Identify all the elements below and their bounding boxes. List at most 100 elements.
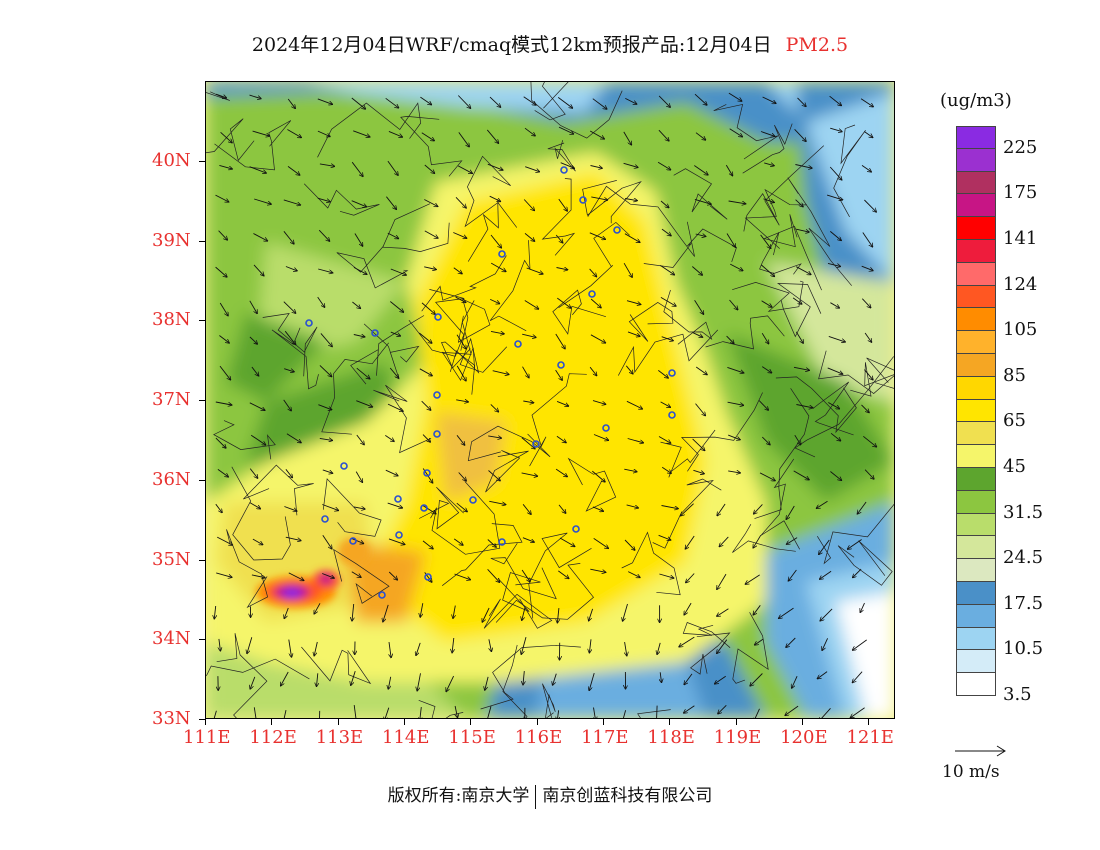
wind-vector bbox=[251, 366, 259, 376]
wind-vector bbox=[453, 538, 463, 545]
wind-vector bbox=[556, 268, 568, 270]
wind-vector bbox=[717, 573, 727, 589]
wind-vector bbox=[253, 233, 267, 241]
wind-vector bbox=[558, 570, 568, 579]
wind-vector bbox=[593, 538, 609, 548]
wind-vector bbox=[356, 367, 370, 379]
wind-vector bbox=[455, 196, 466, 208]
wind-vector bbox=[219, 365, 231, 380]
wind-vector bbox=[684, 705, 695, 713]
colorbar-swatch bbox=[956, 171, 996, 195]
wind-vector bbox=[455, 296, 466, 302]
wind-vector bbox=[693, 469, 704, 473]
wind-vector bbox=[446, 675, 455, 691]
wind-vectors bbox=[213, 92, 877, 718]
wind-vector bbox=[829, 95, 842, 105]
city-marker bbox=[557, 361, 565, 369]
wind-vector bbox=[285, 469, 292, 477]
wind-vector bbox=[793, 366, 809, 370]
wind-vector bbox=[353, 507, 365, 509]
wind-vector bbox=[318, 268, 332, 273]
wind-vector bbox=[658, 534, 671, 540]
wind-vector bbox=[764, 162, 774, 166]
wind-vector bbox=[420, 603, 424, 617]
latitude-label: 33N bbox=[152, 708, 191, 729]
boundary-line bbox=[760, 458, 801, 550]
boundary-line bbox=[776, 283, 822, 338]
wind-vector bbox=[387, 160, 398, 175]
longitude-tick bbox=[536, 719, 538, 725]
boundary-line bbox=[216, 633, 268, 718]
wind-vector bbox=[417, 673, 421, 690]
wind-vector bbox=[695, 234, 706, 236]
wind-vector bbox=[594, 707, 596, 718]
wind-vector bbox=[761, 332, 768, 344]
wind-vector bbox=[864, 369, 873, 380]
pollutant-label: PM2.5 bbox=[785, 34, 849, 56]
wind-vector bbox=[818, 671, 828, 679]
wind-vector bbox=[490, 262, 506, 271]
wind-vector bbox=[725, 164, 732, 176]
boundary-line bbox=[759, 232, 802, 275]
wind-vector bbox=[589, 232, 606, 240]
wind-vector bbox=[424, 199, 437, 207]
boundary-line bbox=[587, 185, 695, 257]
wind-vector bbox=[219, 302, 228, 316]
wind-vector bbox=[322, 535, 332, 549]
boundary-line bbox=[542, 683, 556, 718]
boundary-line bbox=[534, 82, 569, 121]
colorbar-label: 105 bbox=[1003, 319, 1038, 341]
boundary-line bbox=[226, 529, 269, 609]
wind-vector bbox=[728, 200, 746, 204]
wind-vector bbox=[283, 399, 292, 411]
wind-vector bbox=[754, 504, 763, 513]
longitude-tick bbox=[669, 719, 671, 725]
wind-vector bbox=[389, 367, 398, 378]
wind-vector bbox=[351, 200, 367, 207]
boundary-line bbox=[713, 103, 779, 160]
wind-vector bbox=[753, 605, 761, 615]
wind-vector bbox=[419, 332, 432, 343]
wind-vector bbox=[589, 366, 597, 375]
city-marker bbox=[420, 504, 428, 512]
boundary-line bbox=[301, 646, 372, 685]
wind-vector bbox=[592, 470, 605, 482]
wind-vector bbox=[453, 605, 455, 619]
wind-vector bbox=[525, 166, 539, 172]
wind-vector bbox=[454, 573, 471, 580]
wind-vector bbox=[351, 537, 363, 543]
wind-vector bbox=[718, 704, 727, 713]
wind-vector bbox=[625, 199, 637, 201]
boundary-line bbox=[441, 523, 523, 586]
wind-vector bbox=[686, 573, 695, 583]
admin-boundaries bbox=[206, 82, 894, 718]
wind-vector bbox=[761, 264, 774, 276]
wind-vector bbox=[526, 267, 543, 274]
boundary-line bbox=[528, 532, 592, 619]
wind-vector bbox=[524, 233, 535, 241]
colorbar-label: 124 bbox=[1003, 273, 1038, 295]
wind-vector bbox=[281, 671, 289, 686]
wind-vector bbox=[456, 435, 465, 445]
wind-vector bbox=[848, 539, 862, 550]
boundary-line bbox=[680, 392, 763, 472]
wind-vector bbox=[760, 234, 771, 248]
wind-vector bbox=[794, 128, 806, 141]
wind-vector bbox=[558, 126, 573, 134]
colorbar bbox=[956, 126, 996, 696]
wind-vector bbox=[658, 129, 669, 141]
longitude-tick bbox=[603, 719, 605, 725]
boundary-line bbox=[467, 199, 518, 262]
wind-vector bbox=[356, 434, 364, 445]
wind-vector bbox=[522, 333, 536, 337]
wind-vector bbox=[522, 504, 531, 514]
wind-vector bbox=[390, 301, 403, 313]
wind-vector bbox=[591, 196, 607, 200]
wind-vector bbox=[458, 132, 469, 146]
wind-vector bbox=[827, 262, 840, 266]
wind-vector bbox=[625, 365, 633, 374]
city-marker bbox=[668, 369, 676, 377]
wind-vector bbox=[626, 504, 639, 508]
wind-vector bbox=[487, 706, 492, 718]
footer-separator bbox=[535, 784, 537, 809]
